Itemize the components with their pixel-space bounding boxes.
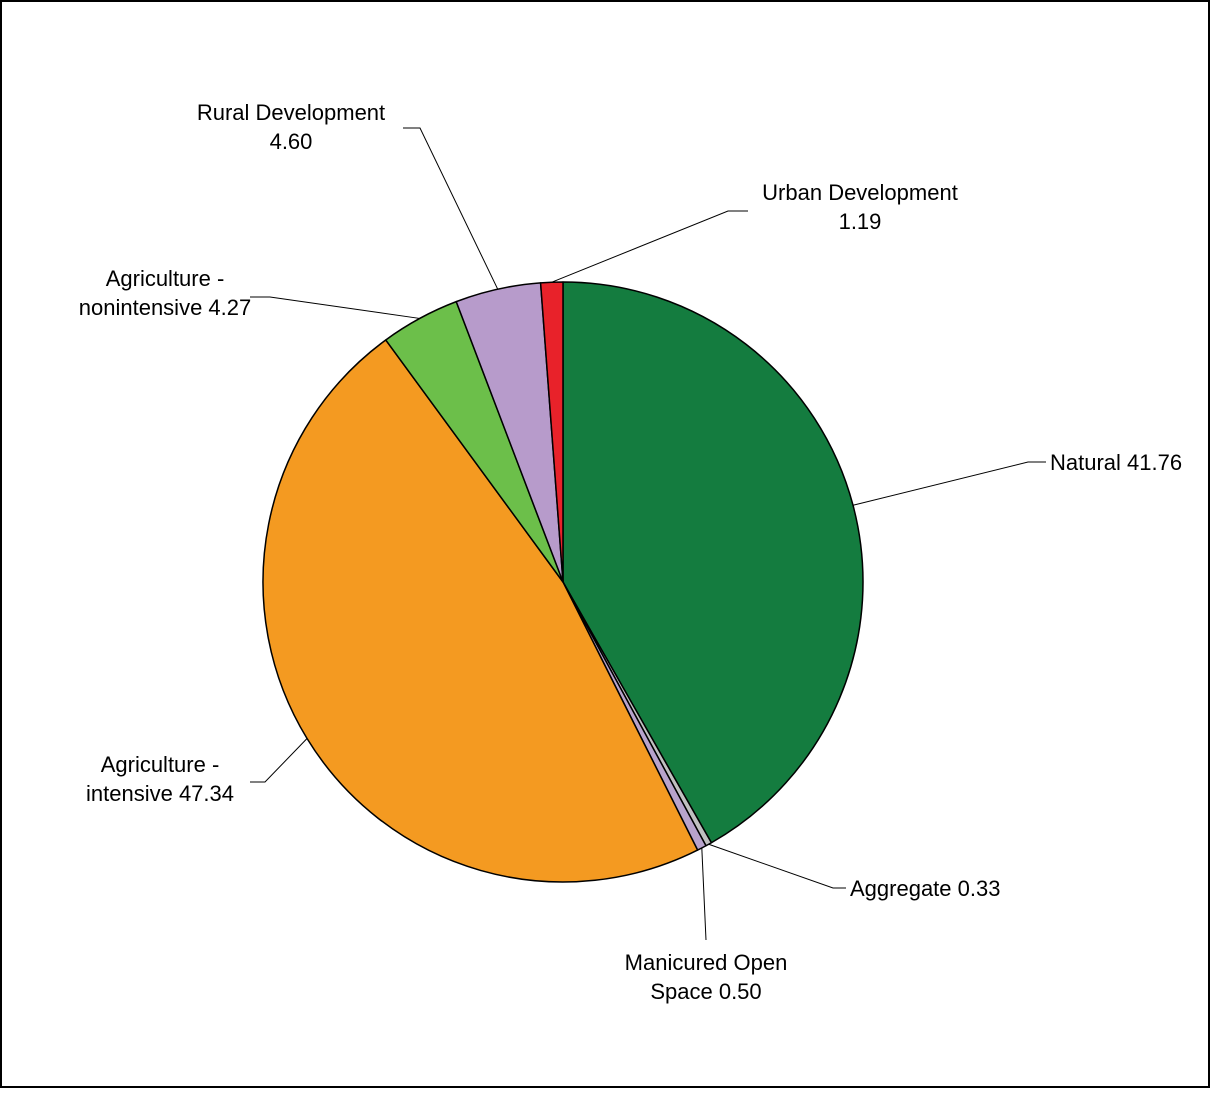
leader-lines-group (250, 127, 1046, 941)
data-label-line: Agriculture - (101, 752, 220, 777)
data-label-line: nonintensive 4.27 (79, 295, 251, 320)
slices-group (262, 281, 864, 883)
data-label-line: Agriculture - (106, 266, 225, 291)
data-label-urban-development: Urban Development 1.19 (762, 180, 958, 234)
leader-line-manicured-open (701, 847, 707, 941)
data-label-natural-41-76: Natural 41.76 (1050, 450, 1182, 475)
leader-line-aggregate-0-33 (708, 843, 846, 889)
data-label-rural-development: Rural Development 4.60 (197, 100, 385, 154)
labels-group: Natural 41.76 Aggregate 0.33 Manicured Ope… (79, 100, 1182, 1004)
leader-line-agriculture (250, 296, 420, 319)
leader-line-agriculture (250, 738, 308, 783)
pie-slice-natural-41-76 (562, 281, 864, 844)
data-label-agriculture: Agriculture - nonintensive 4.27 (79, 266, 251, 320)
data-label-line: 1.19 (839, 209, 882, 234)
leader-line-rural-development (403, 127, 499, 290)
leader-line-natural-41-76 (852, 461, 1046, 506)
data-label-line: Aggregate 0.33 (850, 876, 1000, 901)
data-label-line: Urban Development (762, 180, 958, 205)
data-label-line: Natural 41.76 (1050, 450, 1182, 475)
data-label-line: Manicured Open (625, 950, 788, 975)
data-label-aggregate-0-33: Aggregate 0.33 (850, 876, 1000, 901)
data-label-line: intensive 47.34 (86, 781, 234, 806)
data-label-line: Rural Development (197, 100, 385, 125)
data-label-line: 4.60 (270, 129, 313, 154)
data-label-manicured-open: Manicured Open Space 0.50 (625, 950, 788, 1004)
data-label-line: Space 0.50 (650, 979, 761, 1004)
data-label-agriculture: Agriculture - intensive 47.34 (86, 752, 234, 806)
leader-line-urban-development (551, 210, 748, 283)
